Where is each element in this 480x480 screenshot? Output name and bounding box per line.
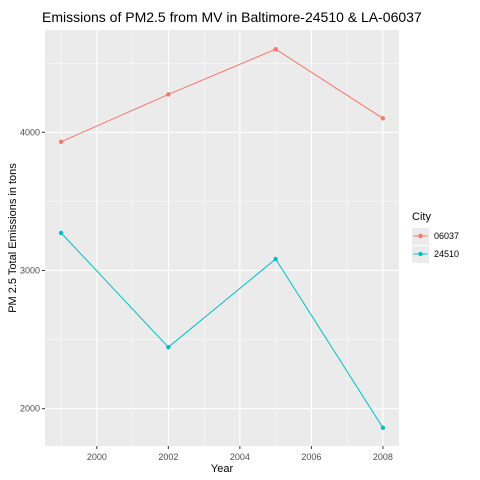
x-tick-label: 2002 [158,452,178,462]
chart-title: Emissions of PM2.5 from MV in Baltimore-… [42,9,422,25]
series-points [58,47,386,430]
minor-grid [45,30,399,446]
x-tick-label: 2006 [301,452,321,462]
data-point-24510 [380,425,386,430]
x-tick-label: 2000 [87,452,107,462]
legend-items: 06037 24510 [412,228,459,263]
y-axis-ticks: 2000 3000 4000 [20,127,45,414]
legend-label-24510: 24510 [434,249,459,259]
series-line-06037 [60,48,384,143]
major-grid [45,30,399,446]
legend-point-06037 [418,233,423,239]
data-point-06037 [273,47,278,52]
series-line-24510 [60,232,384,429]
legend-point-24510 [418,251,423,257]
x-axis-title: Year [211,463,234,475]
data-point-06037 [380,116,386,121]
data-point-06037 [166,92,171,97]
data-point-06037 [58,139,64,145]
legend-title: City [412,211,431,223]
data-point-24510 [273,256,278,262]
legend: City 06037 24510 [412,211,459,263]
y-axis-title: PM 2.5 Total Emissions in tons [7,163,19,313]
x-tick-label: 2008 [373,452,393,462]
x-tick-label: 2004 [230,452,250,462]
series-lines [60,48,384,429]
x-axis-ticks: 2000 2002 2004 2006 2008 [87,446,393,462]
legend-label-06037: 06037 [434,231,459,241]
data-point-24510 [58,230,64,236]
y-tick-label: 2000 [20,404,40,414]
data-point-24510 [166,344,171,350]
y-tick-label: 3000 [20,265,40,275]
y-tick-label: 4000 [20,127,40,137]
plot-panel [45,30,399,446]
